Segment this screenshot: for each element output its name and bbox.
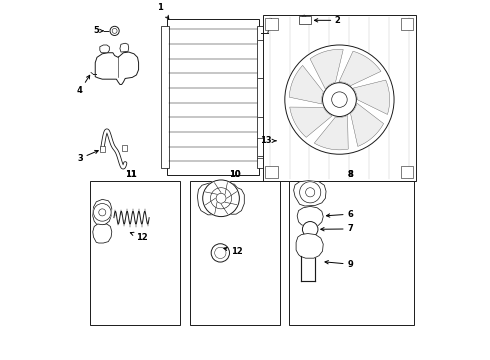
Bar — [90, 181, 180, 325]
Circle shape — [322, 83, 356, 117]
Bar — [257, 138, 270, 158]
Text: 11: 11 — [124, 170, 136, 179]
Bar — [191, 181, 280, 325]
Polygon shape — [95, 52, 139, 85]
Bar — [122, 145, 127, 151]
Circle shape — [285, 45, 394, 154]
Text: 12: 12 — [130, 232, 147, 242]
Text: 10: 10 — [229, 170, 241, 179]
Text: 8: 8 — [348, 170, 354, 179]
Circle shape — [302, 221, 318, 237]
Text: 8: 8 — [348, 170, 354, 179]
Text: 6: 6 — [326, 210, 353, 219]
Polygon shape — [290, 107, 332, 137]
Text: 9: 9 — [325, 260, 353, 269]
Polygon shape — [314, 116, 348, 150]
Text: 2: 2 — [315, 16, 341, 25]
Bar — [401, 18, 414, 30]
Circle shape — [211, 244, 229, 262]
Polygon shape — [197, 183, 245, 215]
Polygon shape — [353, 80, 390, 114]
Polygon shape — [93, 224, 112, 243]
Circle shape — [299, 182, 321, 203]
Polygon shape — [350, 103, 384, 147]
Circle shape — [110, 26, 119, 36]
Polygon shape — [310, 49, 343, 89]
Polygon shape — [289, 66, 323, 104]
Polygon shape — [100, 45, 109, 53]
Text: 4: 4 — [77, 75, 90, 95]
Polygon shape — [296, 234, 323, 258]
Bar — [401, 166, 414, 178]
Bar — [289, 181, 414, 325]
Bar — [100, 146, 105, 152]
Text: 13: 13 — [260, 136, 276, 145]
Polygon shape — [120, 43, 129, 52]
Text: 11: 11 — [124, 170, 136, 179]
Bar — [257, 26, 265, 168]
Text: 5: 5 — [93, 26, 103, 35]
Polygon shape — [294, 181, 326, 206]
Circle shape — [94, 203, 111, 221]
Bar — [265, 18, 278, 30]
Text: 10: 10 — [229, 170, 241, 179]
Circle shape — [203, 180, 239, 217]
Text: 7: 7 — [321, 224, 353, 233]
Polygon shape — [339, 51, 381, 86]
Bar — [263, 15, 416, 181]
Polygon shape — [93, 199, 112, 225]
Bar — [265, 166, 278, 178]
Text: 1: 1 — [157, 3, 169, 19]
Text: 12: 12 — [224, 247, 243, 256]
Bar — [168, 19, 259, 175]
Text: 3: 3 — [77, 150, 98, 163]
Polygon shape — [297, 206, 323, 227]
Bar — [299, 16, 311, 24]
Bar — [161, 26, 169, 168]
